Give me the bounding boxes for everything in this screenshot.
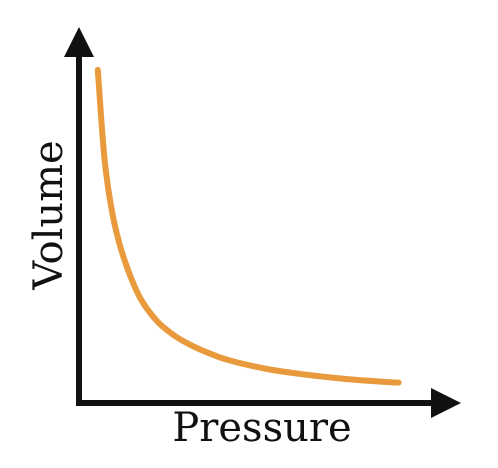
series-line	[94, 67, 402, 386]
y-axis-label: Volume	[26, 140, 72, 290]
x-axis-label: Pressure	[172, 405, 351, 451]
